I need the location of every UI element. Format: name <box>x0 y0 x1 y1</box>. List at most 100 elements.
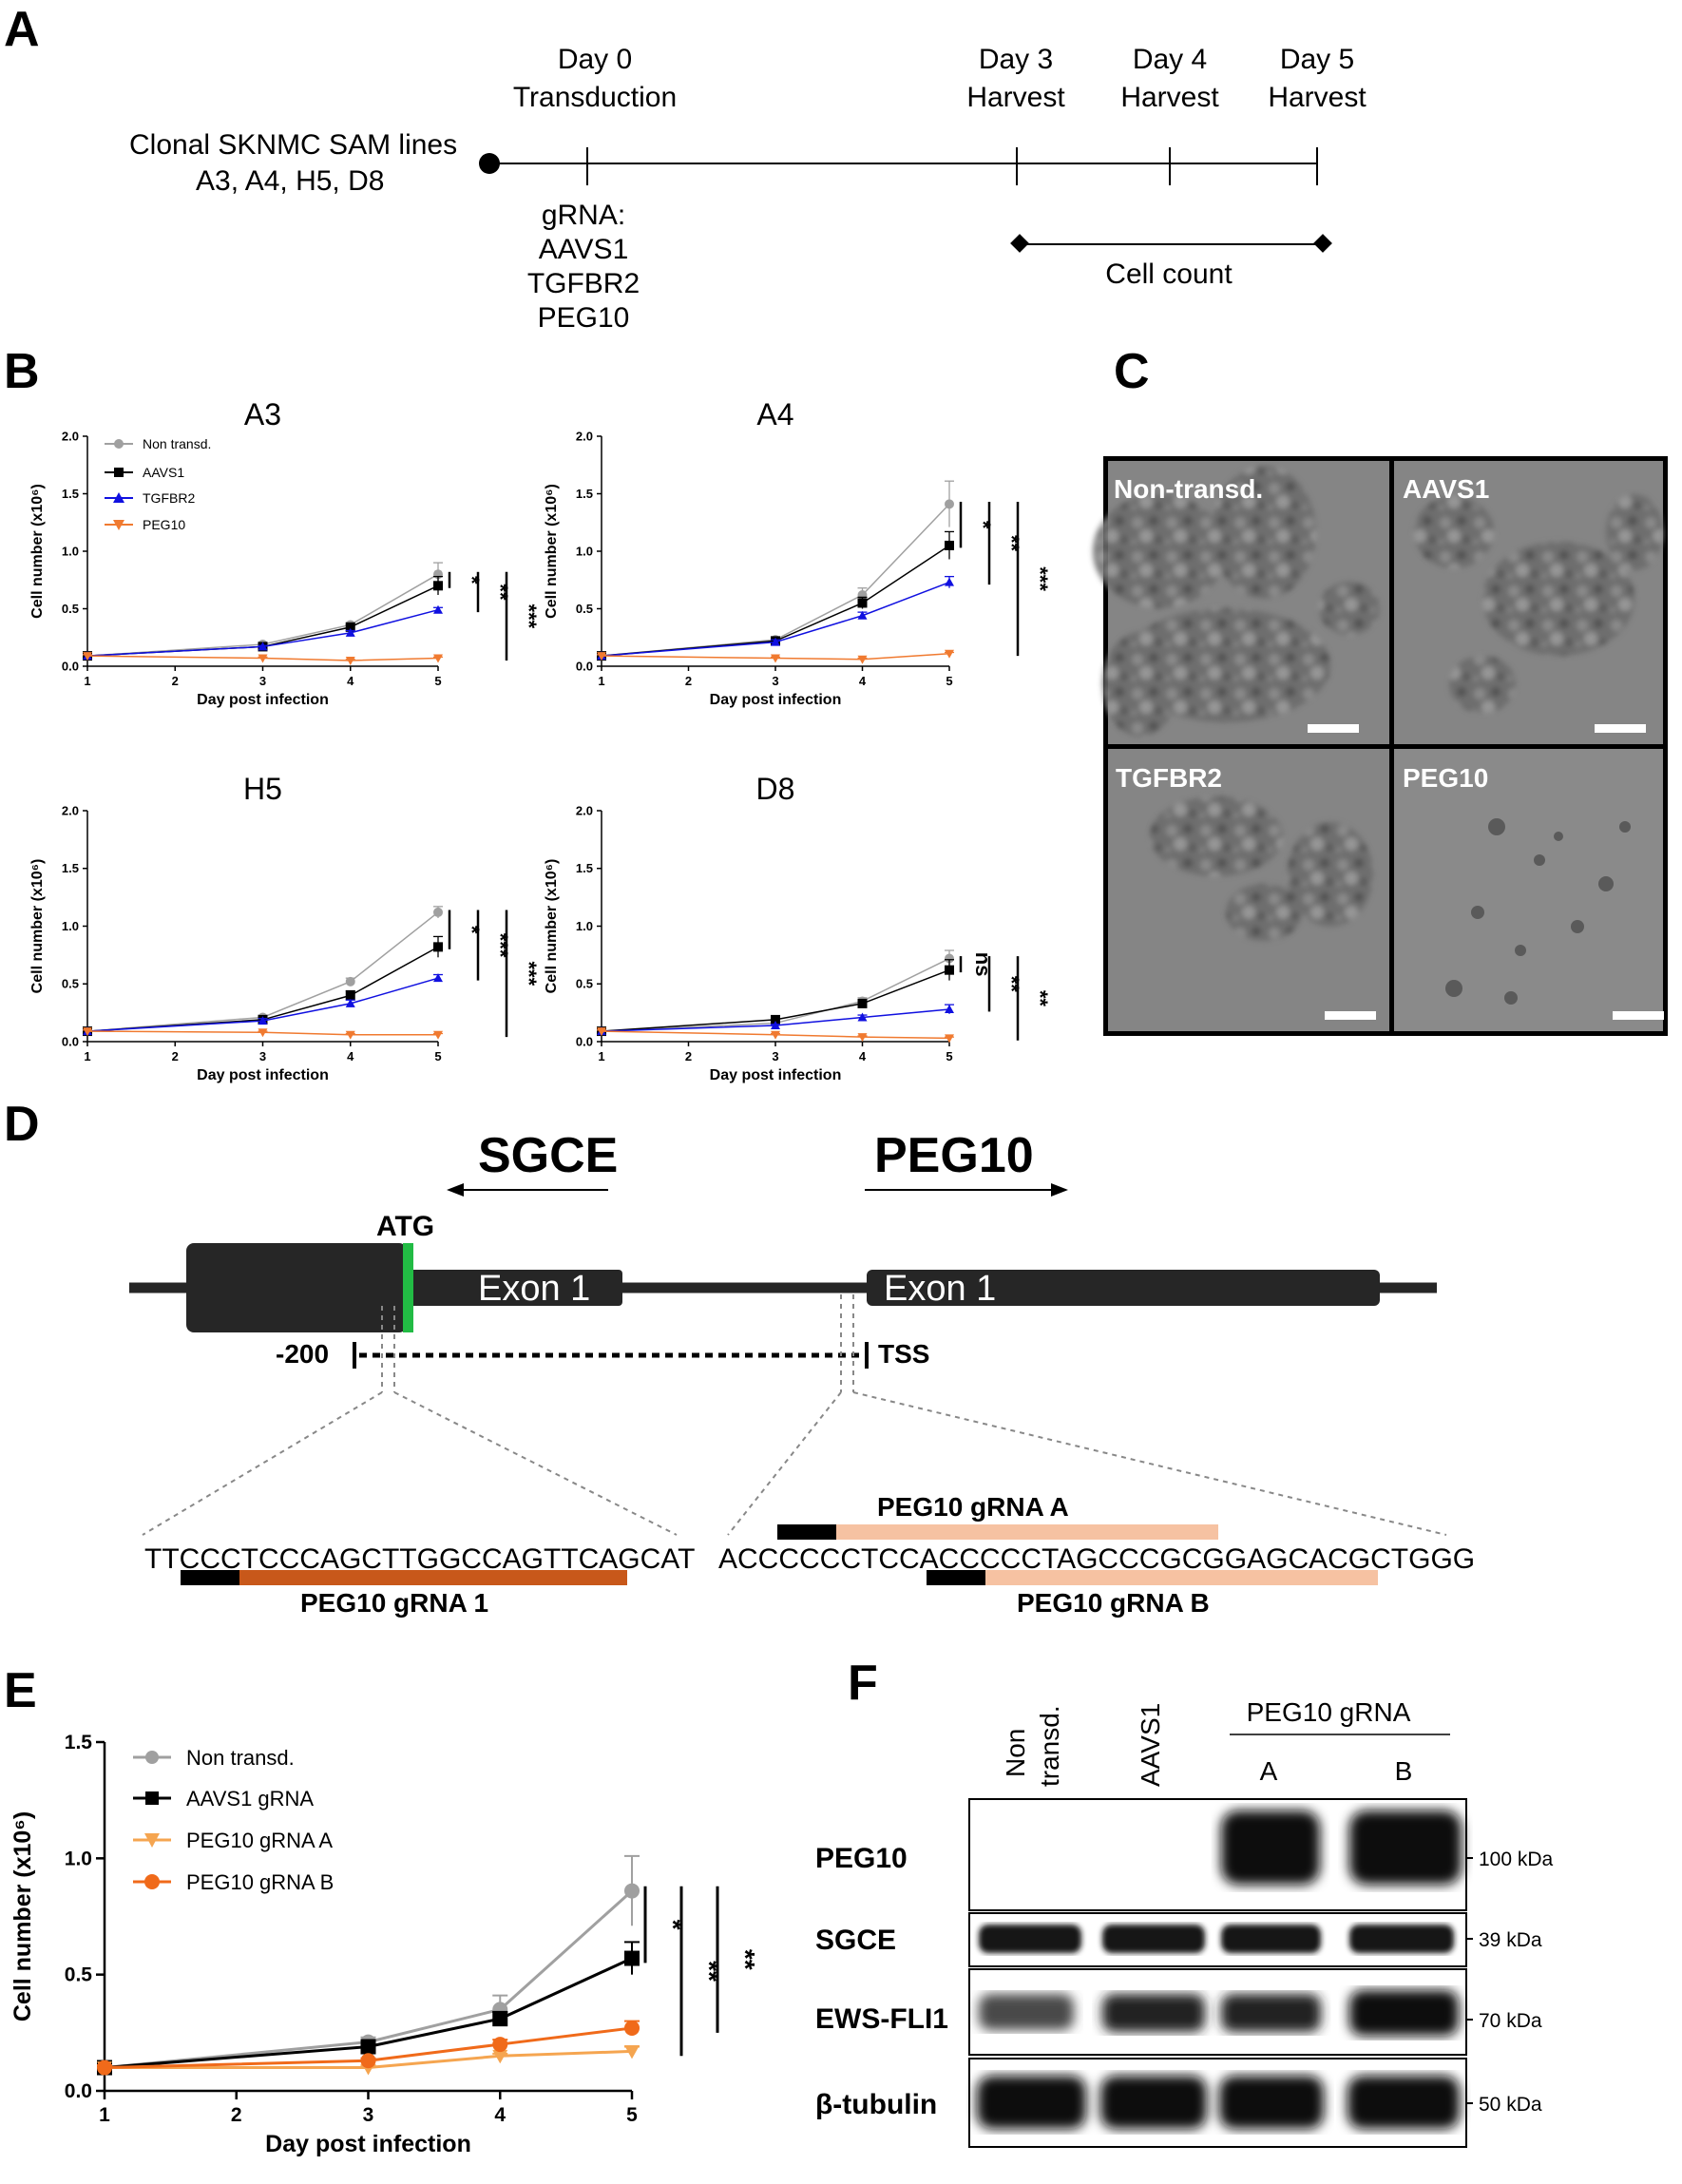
chart-title: D8 <box>756 772 795 806</box>
x-tick-label: 3 <box>259 674 266 688</box>
scale-bar <box>1613 1011 1664 1020</box>
data-point <box>360 2053 376 2069</box>
sequence-right: ACCCCCCTCCACCCCCTAGCCCGCGGAGCACGCTGGG <box>718 1543 1475 1575</box>
data-point <box>945 1034 954 1044</box>
data-point <box>345 976 355 987</box>
panel-letter-b: B <box>4 344 40 399</box>
x-axis-label: Day post infection <box>265 2131 471 2157</box>
data-point <box>624 1950 640 1966</box>
data-point <box>258 1016 268 1025</box>
x-tick-label: 5 <box>626 2104 638 2126</box>
series-line <box>86 608 439 657</box>
grna-heading: gRNA: <box>542 200 625 231</box>
day3-label: Day 3 <box>979 44 1053 75</box>
grna1-pam-bar <box>181 1570 239 1585</box>
cell-lines-title: Clonal SKNMC SAM lines <box>129 129 457 161</box>
data-point <box>492 2037 508 2053</box>
legend-label: Non transd. <box>143 436 211 451</box>
row-label: β-tubulin <box>815 2089 937 2120</box>
legend-panel-b: Non transd. AAVS1 TGFBR2 PEG10 <box>105 436 211 532</box>
gene-diagram: SGCE PEG10 ATG Exon 1 Exon 1 -200 TSS <box>129 1128 1475 1618</box>
significance-label: ** <box>1000 535 1023 552</box>
y-axis-label: Cell number (x10⁶) <box>10 1811 36 2021</box>
lane-label-a: A <box>1260 1756 1278 1786</box>
data-point <box>945 649 954 659</box>
sgce-exon-block <box>186 1243 407 1332</box>
micrograph-label: TGFBR2 <box>1116 763 1222 793</box>
data-point <box>433 654 443 663</box>
micrograph-tgfbr2: TGFBR2 <box>1108 749 1389 1031</box>
data-point <box>83 1027 92 1037</box>
series-tgfbr2 <box>83 604 443 661</box>
significance-label: * <box>971 521 995 529</box>
row-label: PEG10 <box>815 1843 908 1874</box>
y-tick-label: 1.5 <box>62 861 79 875</box>
data-point <box>945 499 954 509</box>
significance-label: ** <box>695 1961 724 1982</box>
grnaB-pam-bar <box>927 1570 985 1585</box>
data-point <box>624 2045 640 2059</box>
legend-item-peg10-grna-b: PEG10 gRNA B <box>133 1870 334 1894</box>
x-tick-label: 3 <box>772 1049 778 1063</box>
series-peg10-grna-b <box>97 2020 640 2076</box>
lane-label-aavs1: AAVS1 <box>1136 1703 1165 1787</box>
growth-chart-h5: H5 0.0 0.5 1.0 1.5 2.0 1 2 3 4 5 Day post infection… <box>29 772 541 1083</box>
x-tick-label: 2 <box>172 1049 179 1063</box>
data-point <box>258 642 268 651</box>
y-tick-label: 1.0 <box>65 1848 92 1869</box>
y-tick-label: 0.5 <box>62 977 79 991</box>
x-tick-label: 5 <box>434 674 441 688</box>
x-axis-label: Day post infection <box>197 692 329 708</box>
significance-label: *** <box>1028 566 1052 591</box>
panel-letter-f: F <box>848 1656 878 1711</box>
x-tick-label: 2 <box>685 1049 692 1063</box>
day4-label: Day 4 <box>1133 44 1207 75</box>
data-point <box>345 998 355 1007</box>
x-tick-label: 3 <box>259 1049 266 1063</box>
series-non-transd <box>597 480 954 661</box>
western-blot: Non transd. AAVS1 PEG10 gRNA A B PEG10 1… <box>815 1697 1554 2148</box>
series-line <box>105 2049 633 2070</box>
significance-label: * <box>460 576 484 584</box>
lane-label-transd: transd. <box>1035 1705 1064 1787</box>
grnaA-label: PEG10 gRNA A <box>877 1492 1069 1522</box>
data-point <box>433 581 443 591</box>
series-tgfbr2 <box>597 575 954 661</box>
data-point <box>597 652 606 661</box>
data-point <box>345 990 355 1001</box>
x-tick-label: 5 <box>946 1049 952 1063</box>
x-tick-label: 3 <box>772 674 778 688</box>
data-point <box>492 2011 508 2027</box>
size-marker: 100 kDa <box>1479 1849 1554 1870</box>
series-line <box>86 1030 438 1036</box>
legend-panel-e: Non transd. AAVS1 gRNA PEG10 gRNA A PEG1… <box>133 1746 334 1894</box>
data-point <box>857 998 868 1008</box>
day4-harvest: Harvest <box>1120 82 1219 113</box>
grnaA-pam-bar <box>777 1524 836 1540</box>
grna-tgfbr2: TGFBR2 <box>527 268 640 299</box>
x-tick-label: 4 <box>859 1049 867 1063</box>
x-tick-label: 4 <box>347 674 354 688</box>
y-tick-label: 2.0 <box>576 803 593 817</box>
data-point <box>771 637 780 646</box>
series-line <box>86 911 439 1032</box>
x-tick-label: 5 <box>946 674 952 688</box>
micrograph-non-transd: Non-transd. <box>1093 461 1389 744</box>
series-line <box>601 1030 950 1040</box>
data-point <box>345 622 355 632</box>
y-tick-label: 0.5 <box>65 1964 93 1986</box>
y-tick-label: 0.0 <box>576 1034 593 1048</box>
y-tick-label: 2.0 <box>62 803 79 817</box>
x-tick-label: 1 <box>84 674 90 688</box>
cell-lines-list: A3, A4, H5, D8 <box>196 165 384 197</box>
legend-label: Non transd. <box>186 1746 295 1770</box>
cell-count-label: Cell count <box>1105 259 1233 290</box>
series-line <box>601 968 950 1032</box>
day3-harvest: Harvest <box>966 82 1065 113</box>
y-tick-label: 0.5 <box>576 977 593 991</box>
y-tick-label: 1.0 <box>62 919 79 933</box>
data-point <box>945 965 954 975</box>
significance-label: ns <box>971 952 995 977</box>
data-point <box>945 953 954 964</box>
sequence-left: TTCCCTCCCAGCTTGGCCAGTTCAGCAT <box>144 1543 695 1575</box>
